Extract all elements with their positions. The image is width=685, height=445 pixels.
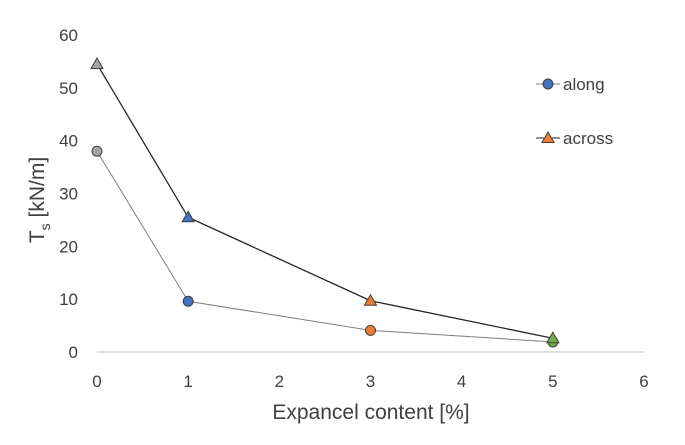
y-tick-label: 0 (69, 343, 78, 362)
y-axis-title-unit: [kN/m] (26, 157, 49, 224)
data-point-along (365, 324, 376, 336)
y-tick-label: 40 (59, 132, 78, 151)
legend-marker-along (542, 78, 554, 90)
series-lines (96, 63, 553, 343)
y-tick-label: 20 (59, 237, 78, 256)
series-markers (90, 57, 560, 348)
legend-label-along: along (563, 75, 605, 94)
legend-marker-across (541, 130, 555, 143)
y-axis-title-subscript: s (37, 223, 53, 230)
data-point-along (182, 295, 194, 307)
data-point-across (181, 210, 196, 223)
x-axis-tick-labels: 0 1 2 3 4 5 6 (92, 372, 648, 391)
x-tick-label: 1 (183, 372, 192, 391)
series-line-across (96, 63, 553, 339)
y-axis-title-main: T (26, 230, 49, 243)
y-axis-title: Ts [kN/m] (26, 157, 53, 243)
legend-label-across: across (563, 129, 613, 148)
legend: along across (536, 75, 613, 148)
series-line-along (96, 150, 553, 343)
x-axis-title: Expancel content [%] (272, 401, 469, 424)
y-tick-label: 10 (59, 290, 78, 309)
x-tick-label: 4 (457, 372, 466, 391)
data-point-across (545, 331, 560, 344)
data-point-across (90, 57, 104, 70)
legend-item-across: across (536, 129, 613, 148)
data-point-across (363, 293, 378, 306)
y-tick-label: 50 (59, 79, 78, 98)
x-tick-label: 2 (275, 372, 284, 391)
y-axis-tick-labels: 0 10 20 30 40 50 60 (59, 26, 78, 362)
x-tick-label: 3 (366, 372, 375, 391)
legend-item-along: along (536, 75, 605, 94)
data-point-along (91, 145, 103, 157)
y-tick-label: 60 (59, 26, 78, 45)
x-tick-label: 6 (639, 372, 648, 391)
y-tick-label: 30 (59, 185, 78, 204)
x-tick-label: 0 (92, 372, 101, 391)
x-tick-label: 5 (548, 372, 557, 391)
